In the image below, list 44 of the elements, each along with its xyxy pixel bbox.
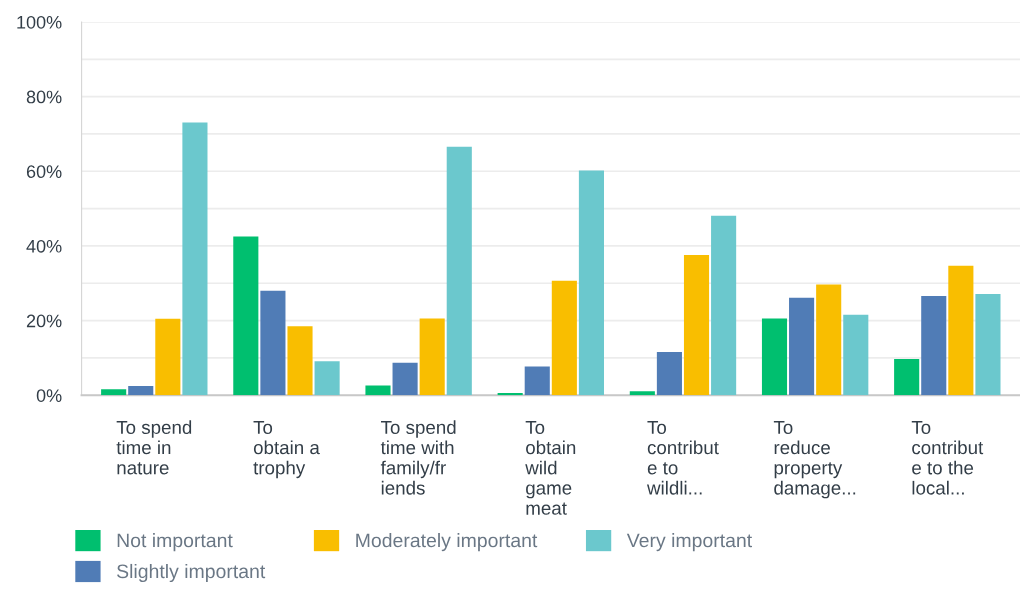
bar <box>975 294 1001 396</box>
bar <box>524 366 550 396</box>
x-tick-label: To contribut e to wildli... <box>646 420 719 495</box>
bar <box>419 318 445 396</box>
bar <box>446 146 472 396</box>
bar <box>711 215 737 396</box>
legend-label: Slightly important <box>117 563 266 583</box>
y-tick-label: 80% <box>26 90 62 104</box>
bar <box>948 265 974 396</box>
bar <box>314 361 340 396</box>
legend-label: Moderately important <box>356 533 538 552</box>
x-tick-label: To obtain a trophy <box>253 420 320 479</box>
bar <box>656 351 682 396</box>
bar <box>365 385 391 396</box>
bar <box>761 318 788 396</box>
bar <box>392 362 418 396</box>
bar <box>578 170 604 396</box>
y-tick-label: 60% <box>26 165 62 179</box>
bar <box>683 254 710 396</box>
y-tick-label: 20% <box>26 314 62 328</box>
bar <box>816 284 842 396</box>
bar <box>128 385 154 396</box>
y-tick-label: 0% <box>36 389 62 402</box>
bar <box>182 122 208 396</box>
bar <box>843 314 869 396</box>
bar <box>629 391 655 396</box>
bar <box>233 236 259 396</box>
bar <box>921 295 947 396</box>
legend-label: Very important <box>626 533 753 552</box>
x-tick-label: To reduce property damage... <box>773 420 856 499</box>
bar <box>101 389 127 396</box>
x-tick-label: To spend time with family/fr iends <box>380 420 456 495</box>
x-tick-label: To spend time in nature <box>116 420 192 475</box>
legend-label: Not important <box>117 533 233 552</box>
x-tick-label: To contribut e to the local... <box>911 420 984 495</box>
bar <box>155 318 181 396</box>
bar <box>894 359 920 396</box>
bar <box>260 290 286 396</box>
bar <box>287 326 313 396</box>
bar <box>789 297 815 396</box>
y-tick-label: 40% <box>26 239 62 253</box>
y-tick-label: 100% <box>17 15 62 29</box>
bar <box>551 280 577 396</box>
x-tick-label: To obtain wild game meat <box>525 420 576 515</box>
